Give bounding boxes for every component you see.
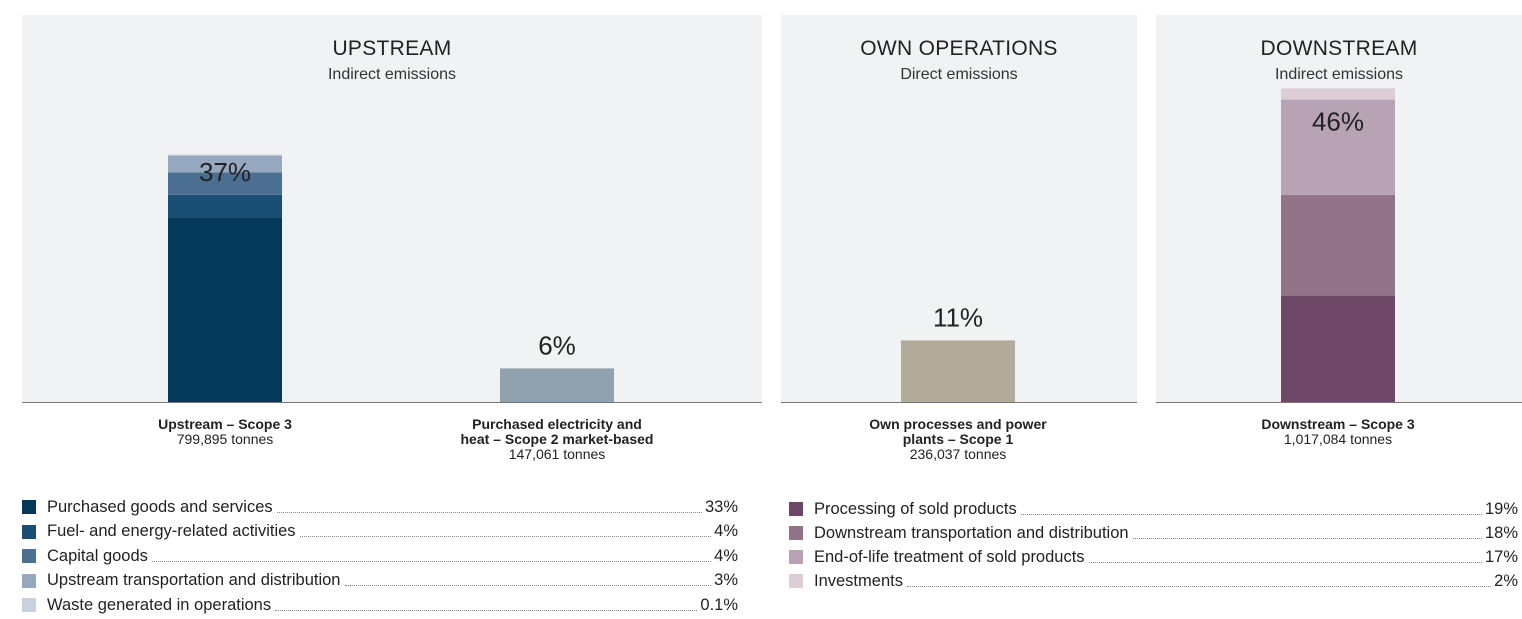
- legend-label: Purchased goods and services: [47, 497, 273, 516]
- caption-upstream-scope3: Upstream – Scope 3 799,895 tonnes: [100, 417, 350, 447]
- own-operations-panel: OWN OPERATIONS Direct emissions: [781, 15, 1137, 402]
- own-operations-baseline: [781, 402, 1137, 403]
- bar-total-label-scope1: 11%: [933, 302, 983, 332]
- bar-segment-downstream-scope3-0: [1281, 295, 1395, 402]
- legend-item: Capital goods 4%: [22, 545, 738, 567]
- caption-scope2: Purchased electricity and heat – Scope 2…: [417, 417, 697, 462]
- legend-value: 18%: [1484, 523, 1518, 542]
- legend-leader-dots: [299, 536, 712, 537]
- legend-swatch: [22, 549, 36, 563]
- legend-value: 17%: [1484, 547, 1518, 566]
- caption-label: Downstream – Scope 3: [1261, 416, 1415, 432]
- upstream-baseline: [22, 402, 762, 403]
- upstream-panel: UPSTREAM Indirect emissions: [22, 15, 762, 402]
- bar-total-label-scope2: 6%: [538, 330, 576, 360]
- legend-item: Downstream transportation and distributi…: [789, 522, 1518, 544]
- bar-segment-upstream-scope3-3: [168, 155, 282, 173]
- caption-scope1: Own processes and power plants – Scope 1…: [828, 417, 1088, 462]
- legend-leader-dots: [276, 511, 702, 513]
- legend-label: Fuel- and energy-related activities: [47, 522, 296, 540]
- legend-item: End-of-life treatment of sold products 17…: [789, 546, 1518, 568]
- legend-item: Processing of sold products 19%: [789, 498, 1518, 520]
- legend-label: Downstream transportation and distributi…: [814, 523, 1129, 542]
- legend-swatch: [22, 598, 36, 612]
- downstream-subtitle: Indirect emissions: [1274, 66, 1404, 83]
- legend-item: Investments 2%: [789, 570, 1518, 592]
- legend-value: 2%: [1494, 571, 1518, 590]
- legend-value: 19%: [1484, 499, 1518, 518]
- upstream-title: UPSTREAM: [332, 37, 452, 60]
- legend-leader-dots: [1088, 561, 1482, 563]
- caption-tonnes: 799,895 tonnes: [176, 431, 274, 447]
- own-operations-subtitle: Direct emissions: [900, 66, 1018, 83]
- legend-label: Investments: [814, 571, 903, 590]
- bar-segment-upstream-scope3-4: [168, 154, 282, 156]
- downstream-baseline: [1156, 402, 1522, 403]
- legend-item: Fuel- and energy-related activities 4%: [22, 521, 738, 543]
- legend-value: 0.1%: [700, 595, 738, 614]
- own-operations-title: OWN OPERATIONS: [860, 37, 1058, 60]
- legend-swatch: [22, 524, 36, 539]
- legend-swatch: [22, 573, 36, 588]
- downstream-title: DOWNSTREAM: [1260, 37, 1418, 60]
- legend-value: 4%: [714, 522, 738, 540]
- upstream-legend: Purchased goods and services 33% Fuel- and…: [22, 496, 738, 619]
- legend-item: Upstream transportation and distribution…: [22, 570, 738, 592]
- legend-label: Waste generated in operations: [47, 595, 272, 614]
- bar-segment-upstream-scope3-2: [168, 172, 282, 195]
- bar-segment-upstream-scope3-1: [168, 194, 282, 218]
- upstream-subtitle: Indirect emissions: [327, 66, 457, 83]
- caption-tonnes: 147,061 tonnes: [508, 446, 606, 462]
- legend-swatch: [789, 550, 803, 564]
- bar-segment-downstream-scope3-3: [1281, 88, 1395, 100]
- bar-segment-scope2-0: [500, 368, 614, 402]
- legend-label: Upstream transportation and distribution: [47, 571, 341, 589]
- caption-label: Upstream – Scope 3: [158, 416, 292, 432]
- legend-swatch: [789, 526, 803, 540]
- legend-swatch: [789, 502, 803, 516]
- legend-value: 4%: [714, 546, 738, 565]
- legend-value: 33%: [704, 497, 738, 516]
- legend-label: Processing of sold products: [814, 499, 1017, 518]
- legend-label: Capital goods: [47, 546, 148, 565]
- legend-label: End-of-life treatment of sold products: [814, 547, 1085, 566]
- bar-segment-downstream-scope3-1: [1281, 194, 1395, 296]
- bar-total-label-upstream-scope3: 37%: [199, 157, 251, 187]
- legend-leader-dots: [906, 585, 1492, 587]
- bar-segment-upstream-scope3-0: [168, 217, 282, 402]
- caption-label: Own processes and power plants – Scope 1: [869, 416, 1047, 447]
- bar-total-label-downstream-scope3: 46%: [1312, 106, 1364, 136]
- caption-tonnes: 1,017,084 tonnes: [1283, 431, 1393, 447]
- legend-item: Waste generated in operations 0.1%: [22, 594, 738, 616]
- legend-swatch: [789, 574, 803, 588]
- caption-downstream-scope3: Downstream – Scope 3 1,017,084 tonnes: [1208, 417, 1468, 447]
- legend-leader-dots: [151, 560, 712, 562]
- legend-item: Purchased goods and services 33%: [22, 496, 738, 518]
- legend-leader-dots: [344, 585, 712, 586]
- legend-leader-dots: [275, 609, 698, 611]
- legend-leader-dots: [1132, 537, 1482, 539]
- caption-label: Purchased electricity and heat – Scope 2…: [460, 416, 654, 447]
- legend-value: 3%: [714, 571, 738, 589]
- legend-leader-dots: [1020, 513, 1482, 515]
- bar-segment-downstream-scope3-2: [1281, 99, 1395, 195]
- downstream-legend: Processing of sold products 19% Downstream…: [789, 498, 1518, 598]
- bar-segment-scope1-0: [901, 340, 1015, 402]
- caption-tonnes: 236,037 tonnes: [909, 446, 1007, 462]
- legend-swatch: [22, 500, 36, 514]
